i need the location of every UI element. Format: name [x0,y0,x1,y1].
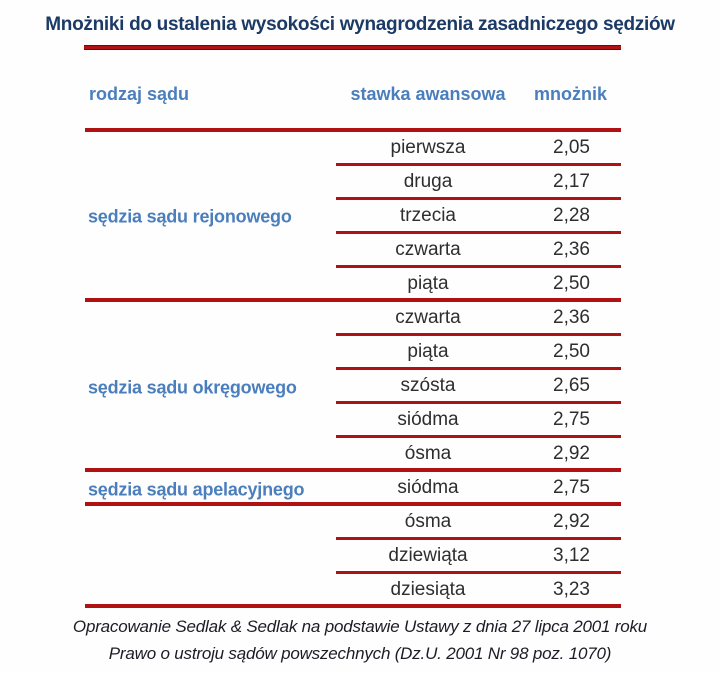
title-underline [84,45,621,50]
table-row: czwarta 2,36 [85,234,621,268]
rate-cell: dziesiąta [390,579,466,600]
multiplier-cell: 2,36 [553,307,590,328]
column-header-multiplier: mnożnik [533,84,607,104]
multiplier-cell: 2,75 [553,477,590,498]
table-row: pierwsza 2,05 [85,132,621,166]
multiplier-cell: 2,17 [553,171,590,192]
multiplier-cell: 2,28 [553,205,590,226]
multiplier-cell: 3,12 [553,545,590,566]
rate-cell: piąta [407,273,449,294]
group-separator [85,604,621,608]
row-separator [336,197,621,200]
table-row: druga 2,17 [85,166,621,200]
multiplier-cell: 3,23 [553,579,590,600]
rate-cell: szósta [400,375,456,396]
rate-cell: piąta [407,341,449,362]
table-row: szósta 2,65 [85,370,621,404]
page-title: Mnożniki do ustalenia wysokości wynagrod… [45,14,675,35]
row-separator [336,333,621,336]
row-separator [336,265,621,268]
rate-cell: trzecia [400,205,456,226]
table-row: siódma 2,75 [85,404,621,438]
footer-source-line-2: Prawo o ustroju sądów powszechnych (Dz.U… [108,644,612,663]
footer-source-line-1: Opracowanie Sedlak & Sedlak na podstawie… [72,617,648,636]
table-row: dziewiąta 3,12 [85,540,621,574]
group-separator [85,468,621,472]
table-row: dziesiąta 3,23 [85,574,621,608]
group-separator [85,502,621,506]
table-row: piąta 2,50 [85,268,621,302]
rate-cell: siódma [397,409,459,430]
group-separator [85,298,621,302]
rate-cell: siódma [397,477,459,498]
table-row: ósma 2,92 [85,506,621,540]
rate-cell: druga [403,171,453,192]
table-row: trzecia 2,28 [85,200,621,234]
multiplier-cell: 2,50 [553,341,590,362]
multiplier-cell: 2,65 [553,375,590,396]
multiplier-cell: 2,75 [553,409,590,430]
multiplier-cell: 2,50 [553,273,590,294]
group-label-regional-court-judge: sędzia sądu okręgowego [88,377,297,398]
group-label-district-court-judge: sędzia sądu rejonowego [88,206,292,227]
table-row: siódma 2,75 [85,472,621,506]
table-body: pierwsza 2,05 druga 2,17 trzecia 2,28 cz… [85,132,621,608]
row-separator [336,163,621,166]
group-label-appellate-court-judge: sędzia sądu apelacyjnego [88,479,305,500]
row-separator [336,571,621,574]
rate-cell: dziewiąta [388,545,468,566]
rate-cell: ósma [404,443,452,464]
row-separator [336,435,621,438]
rate-cell: pierwsza [390,137,466,158]
row-separator [336,231,621,234]
row-separator [336,367,621,370]
table-row: ósma 2,92 [85,438,621,472]
table-row: czwarta 2,36 [85,302,621,336]
rate-cell: ósma [404,511,452,532]
table-row: piąta 2,50 [85,336,621,370]
multiplier-cell: 2,36 [553,239,590,260]
rate-cell: czwarta [395,239,461,260]
row-separator [336,537,621,540]
table-header-row: rodzaj sądu stawka awansowa mnożnik [85,84,621,108]
header-separator-line [85,128,621,132]
multiplier-cell: 2,05 [553,137,590,158]
multiplier-cell: 2,92 [553,443,590,464]
multiplier-cell: 2,92 [553,511,590,532]
column-header-court-type: rodzaj sądu [89,84,190,104]
rate-cell: czwarta [395,307,461,328]
row-separator [336,401,621,404]
column-header-promotion-rate: stawka awansowa [350,84,506,104]
